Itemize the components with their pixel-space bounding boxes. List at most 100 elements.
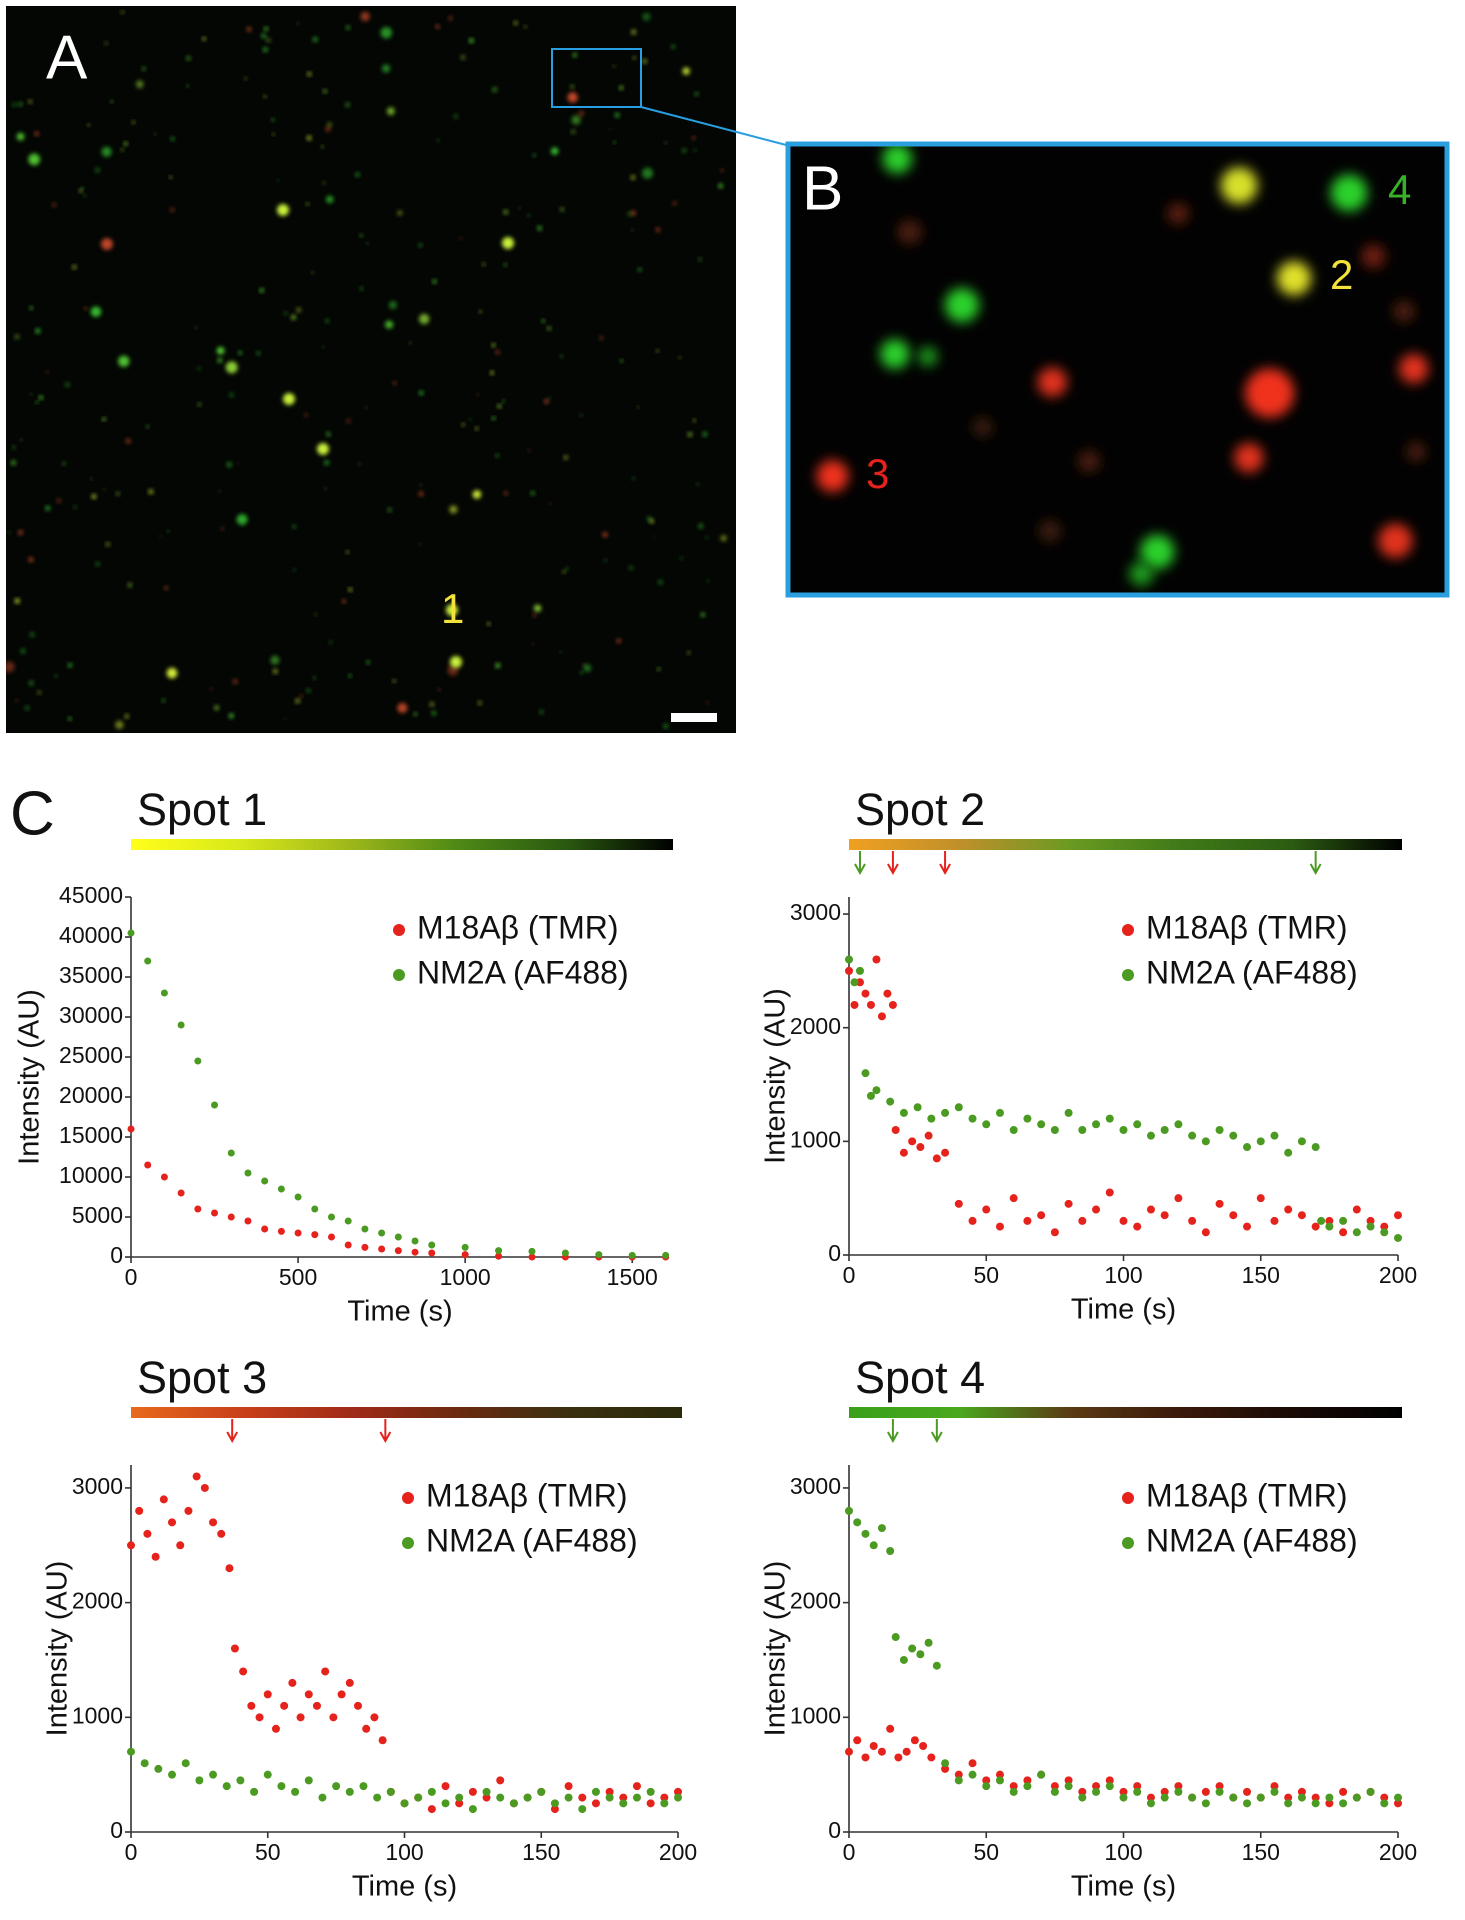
spot	[166, 667, 178, 679]
spot	[599, 335, 604, 341]
legend-label: NM2A (AF488)	[417, 954, 629, 990]
data-point	[1256, 1194, 1265, 1203]
zoom-box	[551, 48, 642, 108]
data-point	[495, 1247, 503, 1255]
spot	[125, 438, 131, 444]
data-point	[1229, 1131, 1238, 1140]
data-point	[361, 1243, 369, 1251]
spot	[345, 102, 350, 108]
spot	[495, 350, 500, 355]
spot	[497, 404, 502, 409]
spot	[329, 640, 333, 644]
data-point	[968, 1114, 977, 1123]
spot	[284, 717, 287, 720]
data-point	[861, 1069, 870, 1078]
data-point	[886, 1547, 895, 1556]
data-point	[1133, 1787, 1142, 1796]
spot	[28, 153, 41, 166]
spot	[299, 694, 303, 698]
spot	[216, 346, 225, 355]
spot	[385, 320, 394, 329]
spot	[671, 44, 676, 49]
data-point	[329, 1713, 338, 1722]
spot	[446, 604, 458, 616]
spot	[503, 263, 507, 267]
spot	[547, 326, 551, 331]
spot	[1245, 368, 1295, 418]
spot	[102, 417, 107, 421]
x-axis-label: Time (s)	[1071, 1871, 1176, 1903]
data-point	[1160, 1125, 1169, 1134]
micrograph-a	[6, 6, 736, 733]
spot	[101, 146, 112, 157]
data-point	[160, 1173, 168, 1181]
spot	[816, 460, 849, 492]
spot	[627, 211, 632, 217]
data-point	[1270, 1216, 1279, 1225]
spot	[306, 688, 311, 693]
data-point	[378, 1229, 386, 1237]
data-point	[1366, 1222, 1375, 1231]
spot	[397, 702, 408, 714]
data-point	[1325, 1222, 1334, 1231]
data-point	[1146, 1793, 1155, 1802]
data-point	[888, 1000, 897, 1009]
spot	[672, 201, 677, 206]
data-point	[1023, 1114, 1032, 1123]
data-point	[294, 1193, 302, 1201]
spot	[706, 701, 709, 704]
data-point	[1394, 1793, 1402, 1802]
spot	[1406, 441, 1426, 462]
spot	[34, 131, 39, 136]
data-point	[1325, 1216, 1334, 1225]
spot	[631, 29, 637, 35]
spot	[475, 426, 479, 431]
y-tick-label: 2000	[72, 1588, 123, 1614]
data-point	[244, 1217, 252, 1225]
spot	[327, 122, 332, 127]
data-point	[561, 1249, 569, 1257]
data-point	[271, 1724, 280, 1733]
data-point	[1394, 1233, 1402, 1242]
data-point	[311, 1205, 319, 1213]
x-axis-label: Time (s)	[347, 1296, 452, 1328]
spot	[560, 207, 564, 212]
spot	[560, 354, 563, 358]
data-point	[932, 1154, 941, 1163]
spot	[469, 418, 472, 421]
data-point	[255, 1713, 264, 1722]
spot	[491, 343, 496, 347]
spot	[1276, 261, 1312, 296]
data-point	[662, 1251, 670, 1259]
y-tick-label: 40000	[59, 922, 123, 948]
data-point	[495, 1252, 503, 1260]
spot	[81, 186, 84, 189]
data-point	[294, 1229, 302, 1237]
data-point	[1201, 1787, 1210, 1796]
spot	[104, 41, 108, 45]
spot	[548, 502, 551, 505]
spot	[54, 674, 58, 678]
data-point	[344, 1217, 352, 1225]
spot	[460, 55, 466, 60]
spot	[68, 717, 72, 721]
step-arrow	[887, 1419, 899, 1444]
data-point	[1256, 1137, 1265, 1146]
spot	[306, 135, 312, 141]
data-point	[916, 1650, 925, 1659]
spot	[14, 334, 20, 340]
data-point	[1105, 1776, 1114, 1785]
spot	[562, 570, 566, 574]
spot-label: 3	[866, 450, 889, 497]
spot	[264, 27, 268, 31]
data-point	[619, 1799, 628, 1808]
spot	[292, 568, 296, 572]
step-arrow	[887, 851, 899, 876]
spot	[95, 167, 100, 173]
data-point	[177, 1189, 185, 1197]
spot	[702, 431, 708, 437]
data-point	[154, 1764, 163, 1773]
data-point	[872, 1086, 881, 1095]
data-point	[1023, 1782, 1032, 1791]
spot	[148, 489, 154, 495]
